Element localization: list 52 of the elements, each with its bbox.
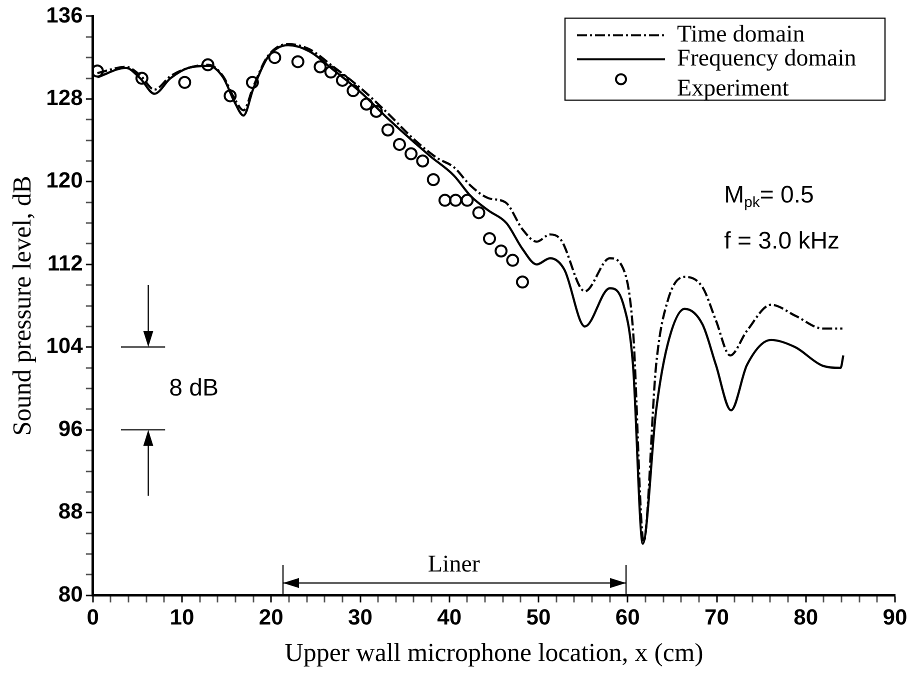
y-tick-label: 120 <box>46 168 83 193</box>
annotation: Liner <box>428 552 480 578</box>
point <box>472 206 486 220</box>
point <box>460 194 474 207</box>
point <box>360 98 374 111</box>
y-tick-label: 104 <box>46 333 84 358</box>
point <box>346 84 360 98</box>
point <box>370 104 383 118</box>
point <box>494 244 508 258</box>
x-tick-label: 30 <box>348 604 373 630</box>
point <box>426 173 440 186</box>
x-tick-label: 70 <box>704 604 729 630</box>
annotation: f = 3.0 kHz <box>724 228 840 255</box>
legend-label: Time domain <box>677 21 805 48</box>
x-tick-label: 90 <box>882 604 908 630</box>
point <box>336 74 349 87</box>
legend-label: Experiment <box>677 75 790 102</box>
y-tick-label: 128 <box>46 85 83 110</box>
point <box>201 58 214 72</box>
x-tick-label: 20 <box>258 604 284 630</box>
x-tick-label: 60 <box>615 604 640 630</box>
point <box>246 76 259 89</box>
point <box>438 194 452 207</box>
y-tick-label: 88 <box>58 498 83 524</box>
x-tick-label: 10 <box>170 604 194 630</box>
annotation: 8 dB <box>169 374 218 402</box>
point <box>449 194 462 207</box>
legend-label: Frequency domain <box>677 45 856 72</box>
x-tick-label: 50 <box>526 604 551 630</box>
point <box>268 51 282 64</box>
point <box>135 72 148 85</box>
y-tick-label: 112 <box>47 250 83 276</box>
x-tick-label: 80 <box>794 604 818 630</box>
point <box>381 123 394 136</box>
point <box>314 60 327 74</box>
x-tick-label: 0 <box>86 604 100 630</box>
y-tick-label: 96 <box>58 416 83 441</box>
point <box>516 276 529 289</box>
x-tick-label: 40 <box>437 604 462 630</box>
x-axis-title: Upper wall microphone location, x (cm) <box>284 638 704 668</box>
y-tick-label: 80 <box>58 581 83 606</box>
point <box>416 154 430 168</box>
point <box>324 66 338 79</box>
point <box>482 232 496 246</box>
point <box>291 55 304 68</box>
point <box>392 138 406 151</box>
point <box>178 76 192 89</box>
y-tick-label: 136 <box>46 2 83 28</box>
y-axis-title: Sound pressure level, dB <box>7 176 36 436</box>
point <box>224 89 237 102</box>
point <box>506 254 520 267</box>
point <box>404 147 418 160</box>
